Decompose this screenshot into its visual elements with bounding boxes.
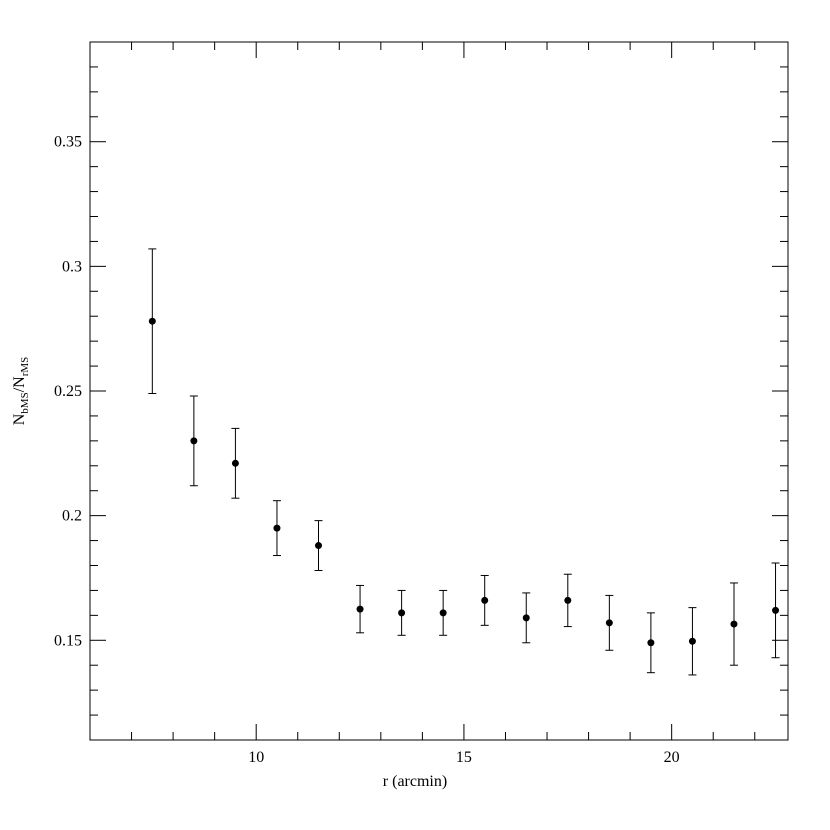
plot-frame (89, 41, 789, 741)
data-point (481, 596, 489, 604)
y-tick-label: 0.15 (54, 632, 82, 649)
data-point (439, 609, 447, 617)
data-point (148, 317, 156, 325)
data-point (772, 606, 780, 614)
y-tick-label: 0.2 (62, 508, 82, 525)
data-point (522, 614, 530, 622)
data-point (647, 639, 655, 647)
y-label-sub: bMS (19, 392, 31, 413)
data-point (605, 619, 613, 627)
y-label-part: N (11, 413, 28, 425)
y-tick-label: 0.35 (54, 134, 82, 151)
data-point (231, 459, 239, 467)
data-point (190, 437, 198, 445)
data-point (730, 620, 738, 628)
data-point (315, 542, 323, 550)
x-tick-label: 10 (248, 749, 264, 766)
x-tick-label: 20 (664, 749, 680, 766)
data-point (398, 609, 406, 617)
y-tick-label: 0.25 (54, 383, 82, 400)
y-label-sub: rMS (19, 357, 31, 377)
data-point (356, 605, 364, 613)
x-tick-label: 15 (456, 749, 472, 766)
x-axis-label: r (arcmin) (383, 773, 447, 790)
data-point (273, 524, 281, 532)
y-label-part: /N (11, 376, 28, 392)
data-point (564, 596, 572, 604)
data-point (688, 637, 696, 645)
y-tick-label: 0.3 (62, 258, 82, 275)
y-axis-label: NbMS/NrMS (11, 357, 31, 426)
